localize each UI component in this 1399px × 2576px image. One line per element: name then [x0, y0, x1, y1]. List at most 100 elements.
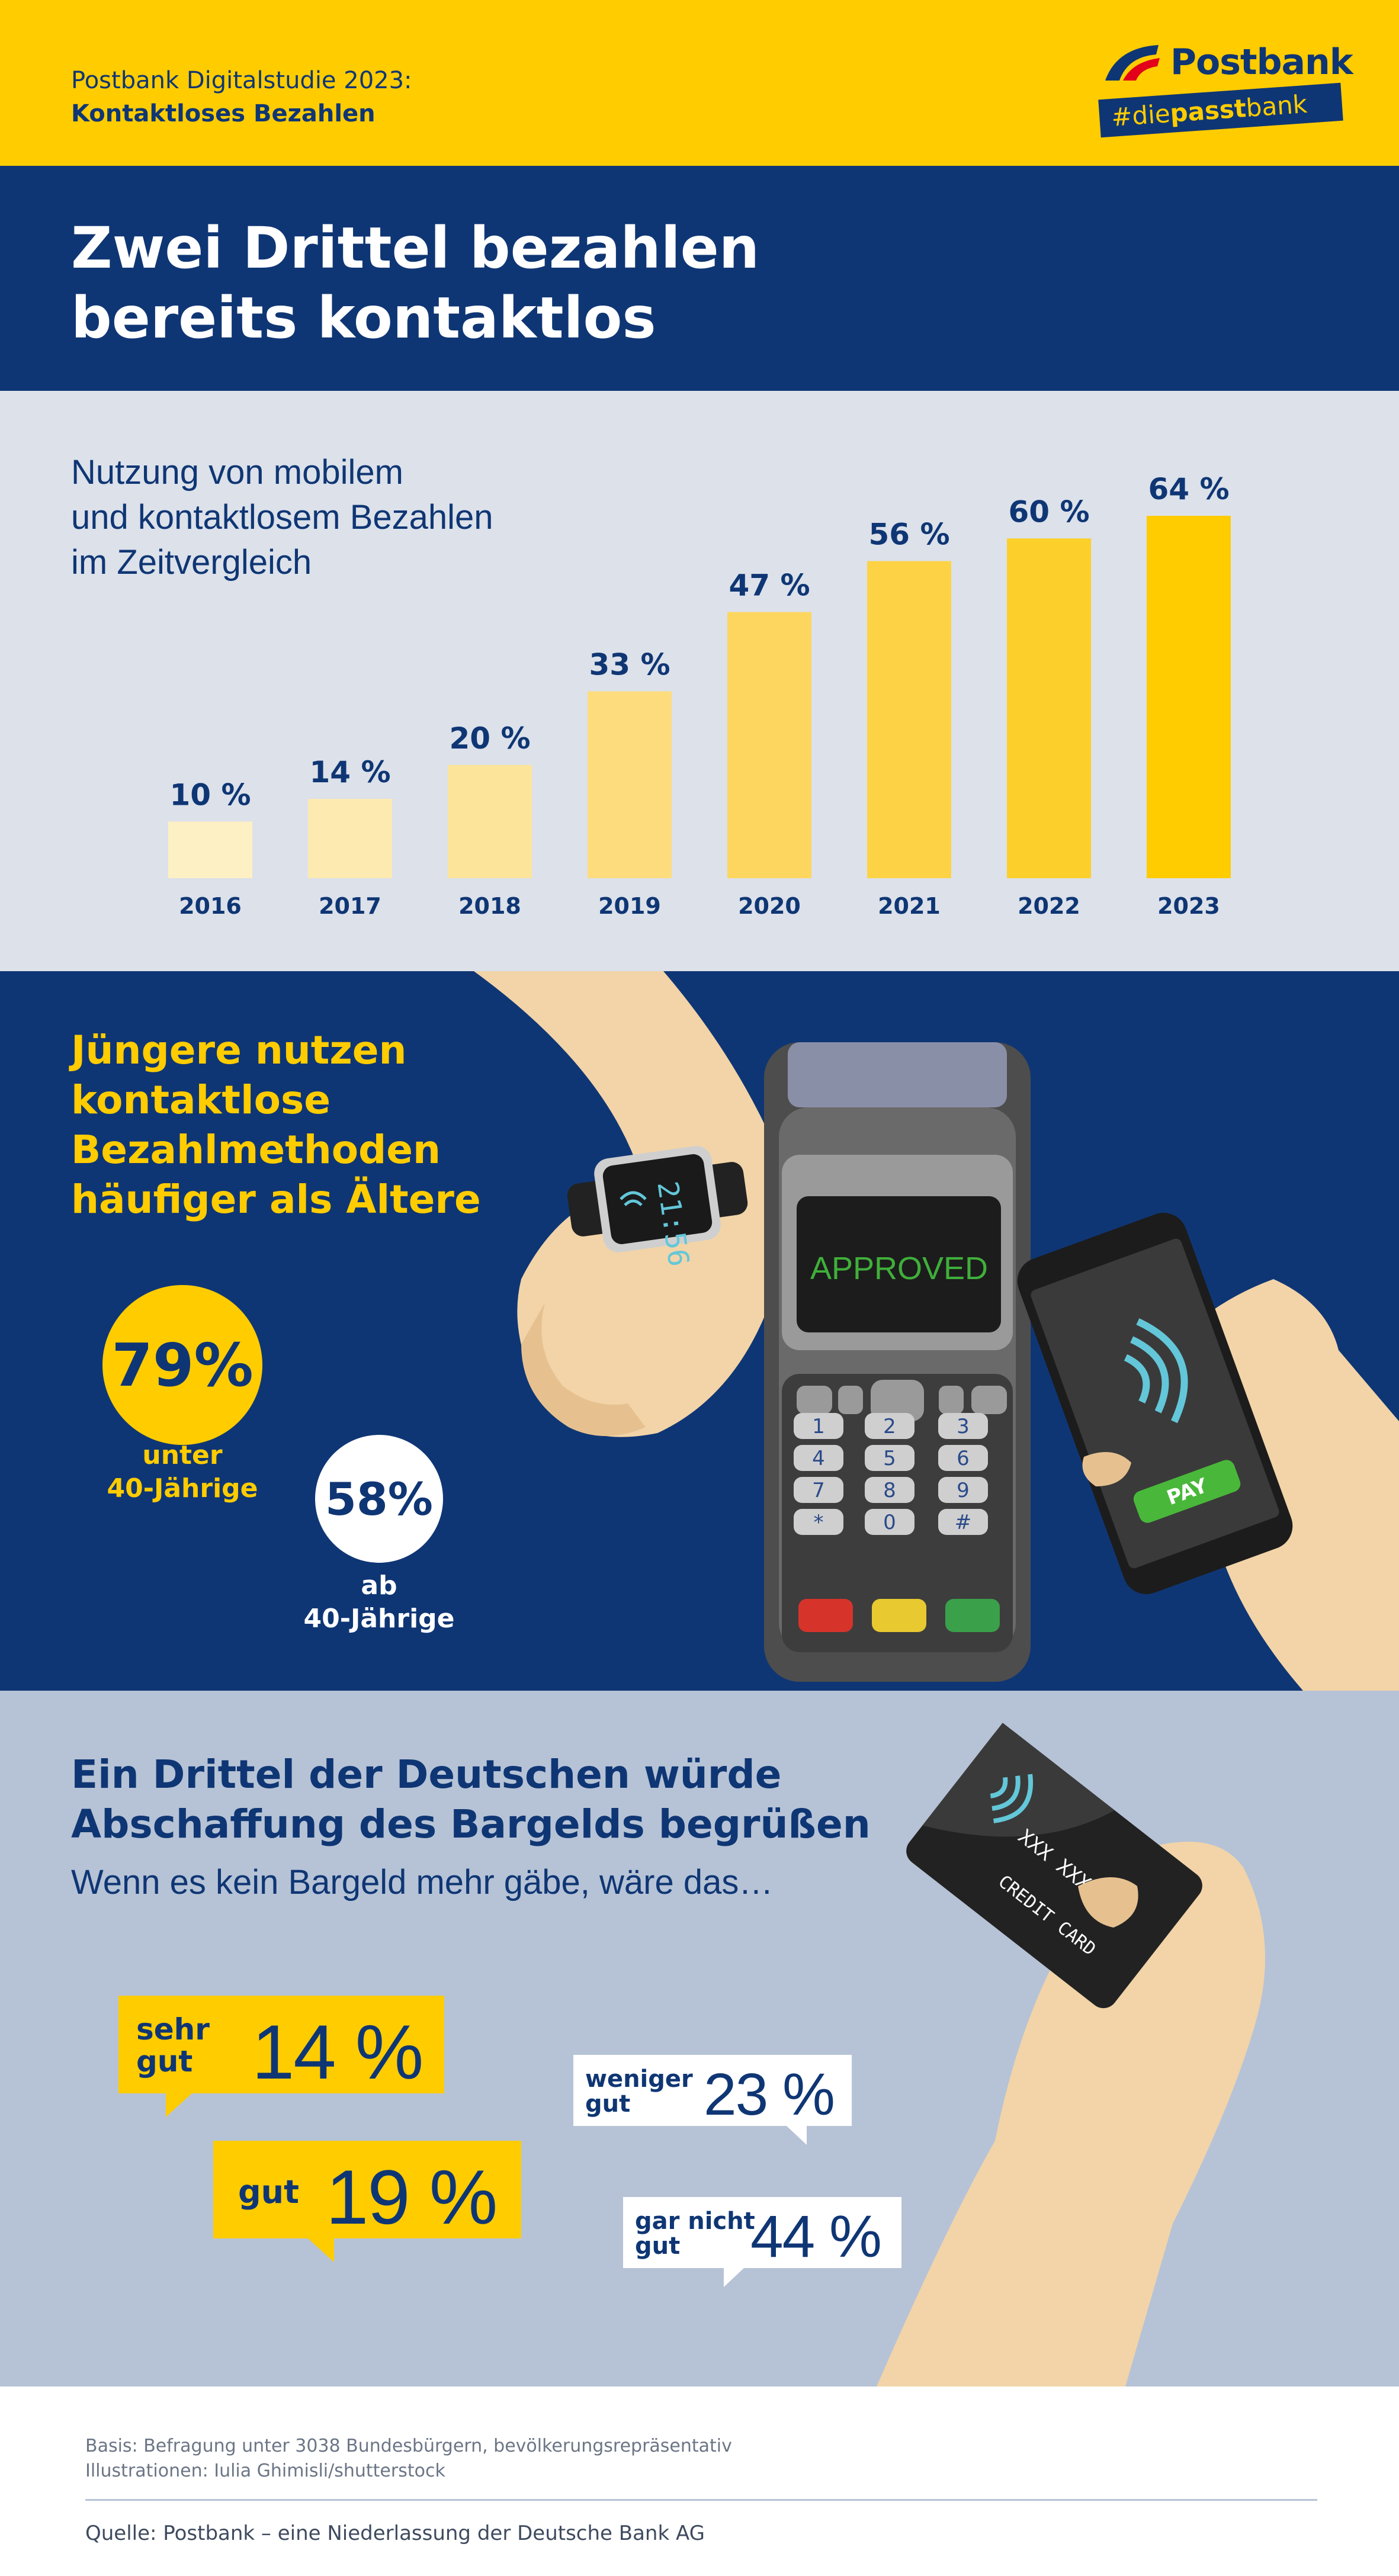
keypad-key-label: * [814, 1511, 824, 1534]
answer-label-line-1: weniger [585, 2066, 693, 2093]
keypad-key-label: # [955, 1511, 972, 1534]
logo-hashtag: #diepasstbank [1098, 82, 1343, 138]
age-heading-line-3: Bezahlmethoden [71, 1127, 441, 1173]
x-tick-label: 2021 [878, 893, 941, 919]
postbank-logo-icon [1105, 45, 1160, 81]
young-stat-circle: 79% [102, 1285, 262, 1445]
bubble-tail [166, 2093, 192, 2117]
answer-label: gut [238, 2173, 299, 2211]
title-line-2: bereits kontaktlos [71, 285, 656, 351]
keypad-key [794, 1445, 843, 1471]
answer-label-line-1: sehr [136, 2012, 210, 2047]
age-heading: Jüngere nutzen kontaktlose Bezahlmethode… [71, 1026, 521, 1225]
old-label-line-2: 40-Jährige [303, 1604, 455, 1634]
payment-illustration: 21:56 APPROVED 1 2 3 4 5 6 7 8 9 * 0 # [474, 971, 1399, 1691]
chart-subtitle-line-3: im Zeitvergleich [71, 543, 312, 582]
keypad-key [794, 1477, 843, 1503]
answer-bubble-sehr-gut: sehr gut 14 % [118, 1996, 444, 2117]
answer-label: weniger gut [585, 2067, 693, 2116]
survey-section: XXX XXX X CREDIT CARD Ein Drittel der De… [0, 1691, 1399, 2387]
survey-heading-line-1: Ein Drittel der Deutschen würde [71, 1752, 782, 1797]
x-tick-label: 2023 [1157, 893, 1220, 919]
keypad-key-label: 0 [883, 1511, 896, 1534]
keypad-key-label: 3 [957, 1415, 970, 1438]
title-line-1: Zwei Drittel bezahlen [71, 215, 760, 281]
survey-heading: Ein Drittel der Deutschen würde Abschaff… [71, 1750, 900, 1849]
keypad-illustration: 1 2 3 4 5 6 7 8 9 * 0 # [794, 1413, 988, 1535]
x-tick-label: 2020 [738, 893, 801, 919]
bar-2018 [448, 765, 532, 878]
age-section: 21:56 APPROVED 1 2 3 4 5 6 7 8 9 * 0 # [0, 971, 1399, 1691]
old-stat-label: ab 40-Jährige [284, 1569, 474, 1636]
terminal-screen-text: APPROVED [810, 1251, 988, 1286]
chart-subtitle-line-2: und kontaktlosem Bezahlen [71, 498, 493, 537]
x-tick-label: 2018 [458, 893, 521, 919]
answer-label-line-2: gut [136, 2044, 193, 2079]
hashtag-suffix: bank [1245, 89, 1308, 123]
answer-label: sehr gut [136, 2013, 210, 2077]
keypad-key [794, 1413, 843, 1439]
survey-question: Wenn es kein Bargeld mehr gäbe, wäre das… [71, 1863, 774, 1902]
answer-label-line-1: gar nicht [635, 2208, 755, 2235]
title-band: Zwei Drittel bezahlen bereits kontaktlos [0, 166, 1399, 391]
age-heading-line-4: häufiger als Ältere [71, 1177, 481, 1222]
footer-source: Quelle: Postbank – eine Niederlassung de… [85, 2522, 705, 2545]
study-title-line: Postbank Digitalstudie 2023: [71, 67, 412, 94]
logo-brand: Postbank [1170, 41, 1353, 83]
answer-value: 44 % [750, 2204, 882, 2270]
footer-basis: Basis: Befragung unter 3038 Bundesbürger… [85, 2436, 732, 2456]
study-title: Postbank Digitalstudie 2023: Kontaktlose… [71, 64, 412, 130]
old-stat-circle: 58% [315, 1435, 443, 1563]
keypad-key-label: 6 [957, 1447, 970, 1470]
answer-value: 14 % [252, 2009, 423, 2095]
bar-2019 [588, 691, 672, 878]
footer-illustrations: Illustrationen: Iulia Ghimisli/shutterst… [85, 2461, 445, 2481]
footer-notes: Basis: Befragung unter 3038 Bundesbürger… [85, 2434, 732, 2484]
card-hand-illustration: XXX XXX X CREDIT CARD [877, 1723, 1265, 2387]
answer-label-line-2: gut [585, 2090, 631, 2118]
keypad-key-label: 4 [812, 1447, 825, 1470]
bar-2022 [1007, 538, 1091, 878]
footer: Basis: Befragung unter 3038 Bundesbürger… [0, 2387, 1399, 2576]
young-stat-label: unter 40-Jährige [94, 1439, 271, 1505]
age-heading-line-1: Jüngere nutzen [71, 1027, 407, 1073]
answer-bubble-gut: gut 19 % [213, 2141, 521, 2262]
bar-value-label: 60 % [1008, 494, 1089, 529]
footer-divider [85, 2499, 1317, 2501]
young-label-line-1: unter [142, 1440, 223, 1470]
bar-2016 [168, 821, 252, 878]
keypad-key-label: 2 [883, 1415, 896, 1438]
survey-heading-line-2: Abschaffung des Bargelds begrüßen [71, 1801, 871, 1847]
keypad-key [938, 1477, 988, 1503]
keypad-key-label: 5 [883, 1447, 896, 1470]
bar-chart: 10 % 2016 14 % 2017 20 % 2018 33 % 2019 47 % 2020… [168, 472, 1231, 919]
x-tick-label: 2016 [179, 893, 242, 919]
keypad-key-label: 8 [883, 1479, 896, 1502]
young-label-line-2: 40-Jährige [107, 1473, 258, 1504]
keypad-key [865, 1413, 915, 1439]
hashtag-bold: passt [1169, 94, 1247, 128]
answer-value: 19 % [326, 2154, 498, 2240]
old-stat-value: 58% [325, 1472, 433, 1525]
smartwatch-illustration: 21:56 [567, 1146, 748, 1268]
hashtag-prefix: #die [1110, 99, 1172, 132]
bar-value-label: 10 % [169, 778, 251, 812]
answer-bubble-weniger-gut: weniger gut 23 % [573, 2055, 852, 2145]
x-tick-label: 2019 [598, 893, 661, 919]
bar-value-label: 64 % [1148, 472, 1229, 506]
bar-2023 [1147, 516, 1231, 878]
x-tick-label: 2022 [1018, 893, 1080, 919]
keypad-key [865, 1477, 915, 1503]
keypad-key [794, 1509, 843, 1535]
answer-label-line-2: gut [635, 2233, 681, 2260]
answer-bubble-gar-nicht-gut: gar nicht gut 44 % [623, 2197, 901, 2287]
bubble-tail [787, 2126, 807, 2145]
bar-2021 [867, 561, 951, 878]
bar-value-label: 20 % [449, 721, 530, 756]
x-tick-label: 2017 [319, 893, 381, 919]
smartphone-illustration: PAY [1017, 1213, 1293, 1594]
bubble-tail [724, 2268, 744, 2287]
keypad-key-label: 9 [957, 1479, 970, 1502]
study-topic: Kontaktloses Bezahlen [71, 100, 376, 127]
postbank-logo: Postbank #diepasstbank [1098, 38, 1353, 138]
